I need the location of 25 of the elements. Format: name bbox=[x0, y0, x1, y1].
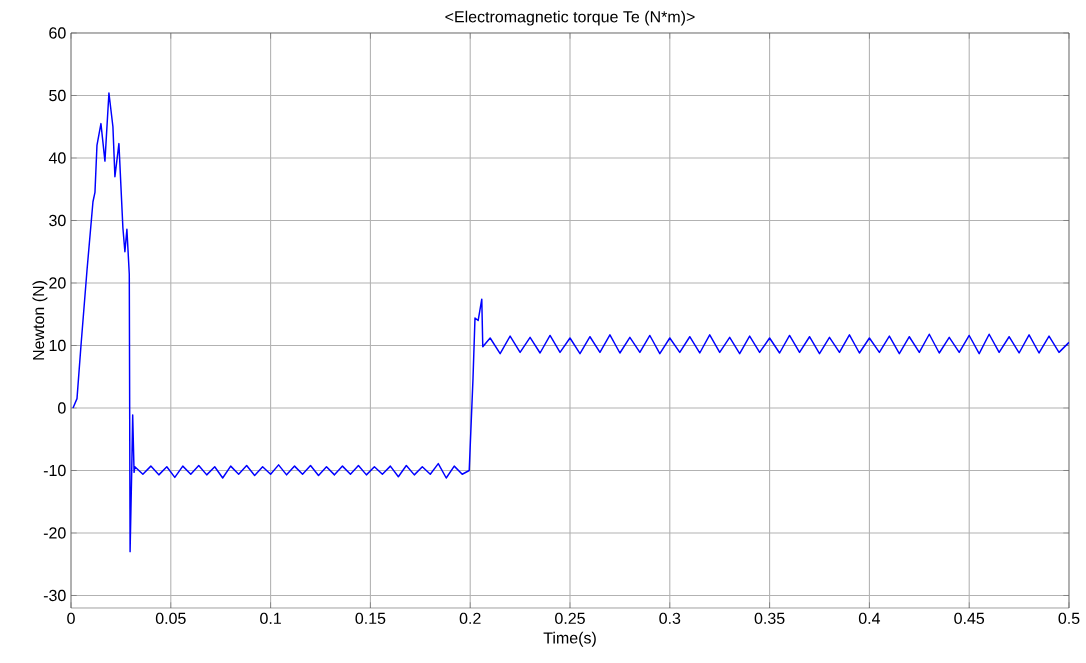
x-tick-label: 0.15 bbox=[355, 612, 386, 625]
y-tick-label: -30 bbox=[43, 589, 66, 602]
y-tick-label: -20 bbox=[43, 527, 66, 539]
y-tick-label: -10 bbox=[43, 464, 66, 477]
line-series bbox=[72, 92, 1069, 553]
x-tick-label: 0 bbox=[67, 612, 75, 625]
x-axis-title: Time(s) bbox=[543, 631, 596, 647]
y-tick-label: 60 bbox=[49, 27, 66, 39]
y-tick-label: 40 bbox=[48, 152, 66, 164]
x-tick-label: 0.45 bbox=[954, 612, 985, 625]
x-tick-label: 0.3 bbox=[659, 612, 681, 625]
x-tick-label: 0.35 bbox=[754, 612, 785, 625]
y-tick-label: 30 bbox=[49, 214, 66, 227]
x-tick-label: 0.1 bbox=[260, 612, 281, 625]
y-tick-label: 50 bbox=[49, 89, 66, 102]
x-tick-label: 0.4 bbox=[858, 612, 881, 625]
chart-title: <Electromagnetic torque Te (N*m)> bbox=[445, 10, 695, 26]
y-axis-title: Newton (N) bbox=[32, 281, 48, 360]
x-tick-label: 0.05 bbox=[155, 612, 186, 625]
x-tick-label: 0.5 bbox=[1058, 612, 1080, 625]
x-tick-label: 0.25 bbox=[555, 612, 585, 625]
y-tick-label: 0 bbox=[58, 402, 66, 414]
y-tick-label: 20 bbox=[49, 277, 66, 289]
y-tick-label: 10 bbox=[49, 339, 66, 352]
x-tick-label: 0.2 bbox=[459, 612, 481, 625]
